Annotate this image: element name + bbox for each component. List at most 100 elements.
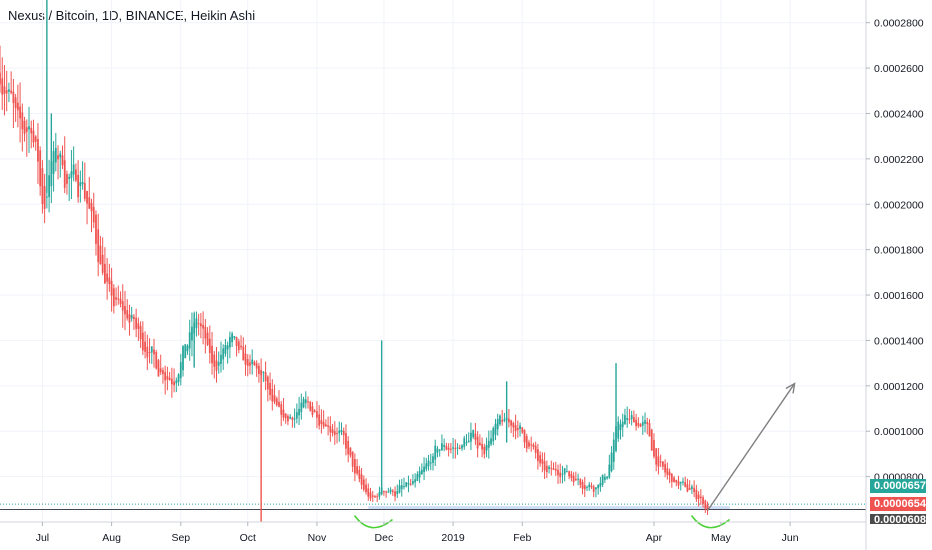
candle-body bbox=[12, 91, 15, 104]
candle-body bbox=[170, 378, 173, 385]
candle-body bbox=[695, 489, 698, 500]
candle-body bbox=[447, 447, 450, 450]
candle-body bbox=[34, 136, 37, 142]
candle-body bbox=[617, 421, 620, 439]
candle-body bbox=[566, 471, 568, 473]
candle-body bbox=[233, 336, 236, 338]
candle-body bbox=[289, 416, 292, 419]
candle-body bbox=[434, 445, 437, 460]
candle-body bbox=[349, 447, 352, 456]
candle-body bbox=[414, 479, 417, 483]
candle-body bbox=[653, 440, 655, 457]
candle-body bbox=[21, 112, 24, 130]
candle-body bbox=[362, 479, 365, 490]
candle-body bbox=[173, 381, 175, 386]
candle-body bbox=[110, 280, 113, 296]
candle-body bbox=[369, 492, 372, 499]
candle-body bbox=[581, 481, 584, 489]
candle-body bbox=[1, 78, 4, 95]
candle-body bbox=[706, 504, 709, 511]
candle-body bbox=[186, 345, 189, 352]
candle-body bbox=[155, 351, 158, 369]
candle-body bbox=[231, 333, 234, 343]
candle-body bbox=[324, 424, 327, 427]
candle-body bbox=[699, 496, 702, 499]
candle-body bbox=[83, 183, 86, 199]
candle-body bbox=[554, 468, 557, 471]
candle-body bbox=[438, 449, 441, 451]
candle-body bbox=[499, 415, 501, 425]
candle-body bbox=[95, 214, 97, 244]
candle-body bbox=[574, 478, 577, 481]
candle-body bbox=[19, 106, 21, 119]
candle-body bbox=[81, 182, 84, 185]
candle-body bbox=[548, 466, 550, 469]
candle-body bbox=[108, 277, 111, 285]
candle-body bbox=[336, 433, 338, 435]
candle-body bbox=[124, 305, 126, 315]
y-tick-label: 0.0002600 bbox=[874, 63, 924, 75]
candle-body bbox=[492, 428, 495, 442]
candle-body bbox=[249, 362, 251, 366]
candle-body bbox=[400, 485, 403, 489]
candle-body bbox=[632, 417, 635, 423]
candle-body bbox=[184, 344, 187, 359]
candle-body bbox=[273, 395, 276, 402]
candle-body bbox=[456, 447, 459, 449]
candle-body bbox=[545, 465, 548, 472]
candle-body bbox=[121, 301, 124, 311]
candle-body bbox=[137, 323, 140, 329]
candle-body bbox=[467, 440, 470, 443]
candle-body bbox=[691, 486, 693, 489]
candle-body bbox=[539, 455, 542, 464]
candle-body bbox=[347, 440, 350, 455]
candle-body bbox=[657, 456, 660, 467]
candle-body bbox=[521, 427, 524, 433]
candle-body bbox=[217, 362, 220, 366]
candle-body bbox=[269, 382, 271, 396]
candle-body bbox=[624, 415, 626, 425]
candle-body bbox=[398, 485, 401, 493]
candle-body bbox=[320, 420, 323, 425]
candle-body bbox=[358, 469, 361, 479]
candle-body bbox=[59, 153, 62, 158]
candle-body bbox=[260, 369, 263, 376]
candle-body bbox=[650, 429, 653, 451]
candle-body bbox=[235, 336, 238, 346]
candle-body bbox=[646, 422, 649, 425]
candle-body bbox=[74, 169, 77, 181]
candle-body bbox=[590, 485, 593, 488]
candle-body bbox=[510, 420, 513, 426]
candle-body bbox=[445, 445, 448, 450]
candle-body bbox=[487, 440, 490, 448]
candle-body bbox=[309, 401, 312, 411]
candle-body bbox=[228, 336, 231, 348]
candle-body bbox=[351, 451, 354, 467]
candle-body bbox=[412, 481, 414, 484]
candle-body bbox=[483, 446, 486, 455]
candle-body bbox=[595, 487, 597, 490]
price-axis[interactable]: 0.0002800 0.0002600 0.0002400 0.0002200 0.00… bbox=[866, 18, 924, 484]
candle-body bbox=[101, 254, 104, 273]
candle-body bbox=[501, 419, 504, 422]
levels bbox=[0, 503, 866, 511]
annotations bbox=[353, 382, 796, 529]
candle-body bbox=[148, 352, 151, 354]
candle-body bbox=[666, 468, 669, 475]
candle-body bbox=[271, 389, 274, 402]
candle-body bbox=[206, 332, 209, 345]
candle-body bbox=[528, 442, 530, 447]
time-axis[interactable]: Jul Aug Sep Oct Nov Dec 2019 Feb Apr May Jun bbox=[36, 522, 799, 544]
candle-body bbox=[458, 447, 461, 449]
candle-body bbox=[133, 316, 135, 319]
candle-body bbox=[295, 412, 298, 419]
y-tick-label: 0.0001800 bbox=[874, 245, 924, 257]
candle-body bbox=[182, 346, 184, 371]
candle-body bbox=[115, 297, 117, 300]
candle-body bbox=[465, 442, 468, 444]
candle-body bbox=[258, 366, 260, 374]
candle-body bbox=[23, 120, 26, 134]
x-tick-label: Oct bbox=[240, 532, 256, 544]
